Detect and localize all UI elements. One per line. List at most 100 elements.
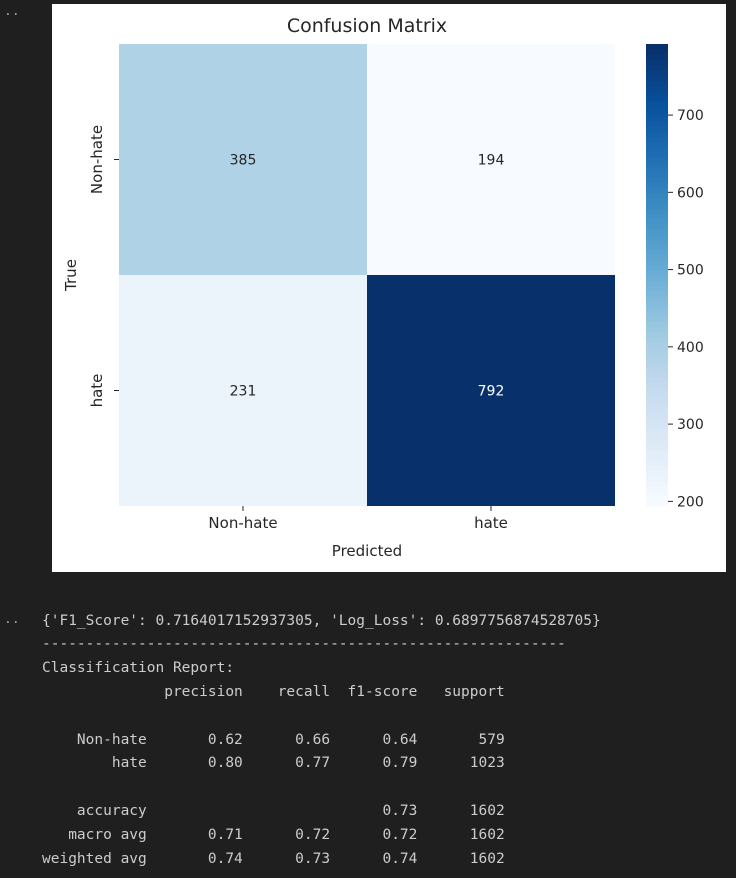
colorbar-segment bbox=[646, 346, 668, 353]
heatmap-cell bbox=[367, 275, 615, 506]
cell-value-label: 231 bbox=[230, 384, 257, 400]
colorbar-segment bbox=[646, 475, 668, 481]
cell-prompt-1: .. bbox=[4, 4, 20, 19]
report-title: Classification Report: bbox=[42, 660, 235, 676]
cell-prompt-2: .. bbox=[4, 612, 20, 627]
colorbar-segment bbox=[646, 254, 668, 261]
report-line: weighted avg 0.74 0.73 0.74 1602 bbox=[42, 850, 505, 867]
cell-value-label: 194 bbox=[478, 153, 505, 169]
colorbar-segment bbox=[646, 141, 668, 148]
colorbar-segment bbox=[646, 480, 668, 487]
colorbar-segment bbox=[646, 64, 668, 71]
colorbar-tick-label: 300 bbox=[677, 417, 704, 433]
colorbar-segment bbox=[646, 429, 668, 435]
cell-value-label: 792 bbox=[478, 384, 505, 400]
colorbar-tick-label: 700 bbox=[677, 108, 704, 124]
colorbar-segment bbox=[646, 382, 668, 389]
colorbar-segment bbox=[646, 316, 668, 322]
y-tick-label: hate bbox=[88, 374, 106, 408]
colorbar-segment bbox=[646, 357, 668, 363]
colorbar-segment bbox=[646, 162, 668, 168]
colorbar-segment bbox=[646, 470, 668, 476]
colorbar-segment bbox=[646, 244, 668, 250]
colorbar-segment bbox=[646, 115, 668, 122]
colorbar-segment bbox=[646, 275, 668, 281]
colorbar-segment bbox=[646, 352, 668, 358]
colorbar-segment bbox=[646, 464, 668, 471]
heatmap-cell bbox=[367, 44, 615, 275]
colorbar-segment bbox=[646, 377, 668, 384]
colorbar-segment bbox=[646, 393, 668, 399]
chart-title: Confusion Matrix bbox=[287, 15, 447, 37]
colorbar-segment bbox=[646, 54, 668, 60]
heatmap-cell bbox=[119, 275, 367, 506]
colorbar-segment bbox=[646, 79, 668, 86]
colorbar-segment bbox=[646, 398, 668, 404]
colorbar-segment bbox=[646, 239, 668, 245]
colorbar-segment bbox=[646, 285, 668, 291]
colorbar-tick-label: 200 bbox=[677, 494, 704, 510]
colorbar-segment bbox=[646, 90, 668, 96]
colorbar-segment bbox=[646, 326, 668, 333]
colorbar-segment bbox=[646, 362, 668, 368]
colorbar-segment bbox=[646, 121, 668, 127]
colorbar-segment bbox=[646, 449, 668, 456]
colorbar-segment bbox=[646, 218, 668, 225]
colorbar-segment bbox=[646, 69, 668, 76]
colorbar-segment bbox=[646, 100, 668, 107]
colorbar-segment bbox=[646, 228, 668, 235]
colorbar-segment bbox=[646, 85, 668, 91]
colorbar-segment bbox=[646, 105, 668, 112]
colorbar-segment bbox=[646, 192, 668, 199]
colorbar-segment bbox=[646, 485, 668, 492]
colorbar-segment bbox=[646, 156, 668, 163]
colorbar-segment bbox=[646, 495, 668, 502]
colorbar-segment bbox=[646, 408, 668, 415]
colorbar-segment bbox=[646, 59, 668, 66]
report-line: Non-hate 0.62 0.66 0.64 579 bbox=[42, 731, 505, 748]
colorbar-segment bbox=[646, 233, 668, 240]
colorbar-segment bbox=[646, 74, 668, 81]
colorbar-segment bbox=[646, 310, 668, 317]
colorbar-segment bbox=[646, 300, 668, 307]
colorbar-segment bbox=[646, 439, 668, 445]
colorbar-tick-label: 400 bbox=[677, 340, 704, 356]
colorbar-segment bbox=[646, 49, 668, 55]
colorbar-segment bbox=[646, 367, 668, 374]
colorbar-segment bbox=[646, 151, 668, 158]
x-tick-label: hate bbox=[474, 514, 508, 532]
metrics-line: {'F1_Score': 0.7164017152937305, 'Log_Lo… bbox=[42, 613, 601, 629]
colorbar-segment bbox=[646, 341, 668, 348]
heatmap-cell bbox=[119, 44, 367, 275]
colorbar-segment bbox=[646, 264, 668, 271]
colorbar-segment bbox=[646, 187, 668, 194]
colorbar-segment bbox=[646, 305, 668, 312]
colorbar-segment bbox=[646, 177, 668, 184]
colorbar-segment bbox=[646, 146, 668, 153]
colorbar-segment bbox=[646, 500, 668, 507]
colorbar-tick-label: 500 bbox=[677, 263, 704, 279]
colorbar-segment bbox=[646, 95, 668, 102]
separator-line: ----------------------------------------… bbox=[42, 636, 566, 652]
colorbar-segment bbox=[646, 331, 668, 338]
x-tick-label: Non-hate bbox=[208, 514, 277, 532]
colorbar-segment bbox=[646, 213, 668, 220]
report-line: hate 0.80 0.77 0.79 1023 bbox=[42, 755, 505, 772]
colorbar-segment bbox=[646, 490, 668, 497]
colorbar-segment bbox=[646, 387, 668, 394]
colorbar-segment bbox=[646, 136, 668, 143]
colorbar-segment bbox=[646, 110, 668, 117]
colorbar-segment bbox=[646, 295, 668, 302]
colorbar-segment bbox=[646, 198, 668, 204]
colorbar-segment bbox=[646, 290, 668, 297]
confusion-matrix-chart: Confusion Matrix 385 194 231 792 Non-hate hate… bbox=[62, 15, 704, 560]
x-axis-label: Predicted bbox=[332, 542, 402, 560]
colorbar-segment bbox=[646, 444, 668, 451]
colorbar-segment bbox=[646, 269, 668, 276]
colorbar-segment bbox=[646, 336, 668, 343]
colorbar-segment bbox=[646, 208, 668, 214]
cell-value-label: 385 bbox=[230, 153, 257, 169]
colorbar-segment bbox=[646, 459, 668, 466]
colorbar-segment bbox=[646, 321, 668, 327]
colorbar-segment bbox=[646, 413, 668, 420]
